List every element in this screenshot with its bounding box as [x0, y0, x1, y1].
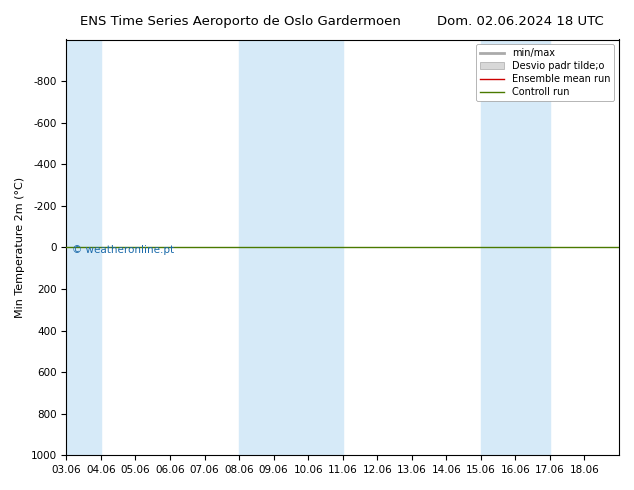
Bar — [67, 40, 101, 455]
Text: ENS Time Series Aeroporto de Oslo Gardermoen: ENS Time Series Aeroporto de Oslo Garder… — [81, 15, 401, 28]
Bar — [515, 40, 550, 455]
Legend: min/max, Desvio padr tilde;o, Ensemble mean run, Controll run: min/max, Desvio padr tilde;o, Ensemble m… — [476, 45, 614, 101]
Bar — [239, 40, 308, 455]
Bar — [481, 40, 515, 455]
Bar — [308, 40, 343, 455]
Text: © weatheronline.pt: © weatheronline.pt — [72, 245, 174, 255]
Text: Dom. 02.06.2024 18 UTC: Dom. 02.06.2024 18 UTC — [436, 15, 604, 28]
Y-axis label: Min Temperature 2m (°C): Min Temperature 2m (°C) — [15, 177, 25, 318]
